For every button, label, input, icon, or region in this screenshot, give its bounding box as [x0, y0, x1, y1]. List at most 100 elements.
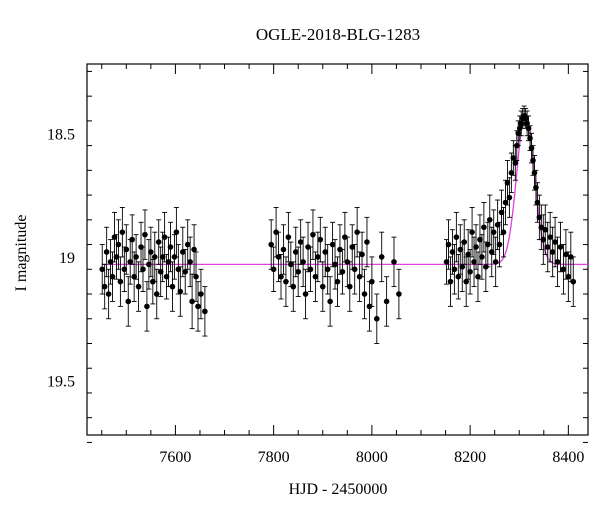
data-point — [165, 259, 172, 265]
data-point — [461, 239, 468, 245]
data-point — [512, 160, 519, 166]
data-point — [131, 273, 137, 280]
plot-frame — [86, 63, 589, 436]
data-point — [280, 246, 287, 253]
data-point — [481, 224, 487, 231]
x-tick-label: 7800 — [258, 449, 290, 466]
data-point — [522, 115, 529, 122]
data-point — [302, 291, 309, 297]
data-point — [113, 254, 120, 260]
data-point — [317, 236, 324, 243]
data-point — [475, 273, 481, 280]
data-point — [140, 266, 146, 273]
data-point — [447, 278, 454, 285]
data-point — [557, 244, 564, 250]
data-point — [570, 278, 577, 285]
data-point — [99, 266, 106, 273]
data-point — [115, 241, 122, 248]
data-point — [534, 199, 541, 206]
data-point — [530, 157, 536, 164]
data-point — [288, 261, 294, 268]
x-axis-label: HJD - 2450000 — [289, 481, 388, 498]
data-point — [477, 236, 483, 243]
data-point — [443, 259, 450, 265]
data-point — [129, 236, 135, 243]
data-point — [359, 251, 365, 258]
data-point — [184, 241, 191, 248]
data-point — [533, 184, 539, 191]
data-point — [565, 273, 572, 280]
data-point — [135, 283, 142, 290]
data-point — [324, 266, 331, 273]
data-point — [518, 120, 524, 127]
data-point — [536, 214, 543, 221]
data-point — [502, 199, 509, 206]
data-point — [319, 283, 326, 290]
y-tick-label: 19 — [59, 250, 75, 267]
data-point — [315, 254, 321, 260]
data-point — [187, 259, 193, 265]
data-point — [346, 283, 353, 290]
data-point — [292, 249, 299, 255]
data-point — [329, 241, 336, 248]
data-point — [351, 266, 358, 273]
data-point — [560, 266, 567, 273]
data-point — [500, 229, 507, 235]
data-point — [310, 231, 316, 238]
data-point — [270, 266, 277, 273]
data-point — [327, 298, 333, 305]
data-point — [528, 145, 535, 151]
data-point — [167, 244, 174, 250]
data-point — [525, 125, 532, 132]
data-point — [339, 268, 346, 275]
data-point — [391, 259, 397, 265]
data-point — [334, 278, 341, 285]
data-point — [364, 239, 370, 245]
y-tick-label: 18.5 — [47, 126, 75, 143]
data-point — [195, 303, 201, 310]
data-point — [332, 261, 338, 268]
data-point — [496, 241, 503, 248]
data-point — [547, 234, 553, 240]
data-point — [457, 246, 464, 253]
data-point — [283, 278, 289, 285]
data-point — [369, 278, 375, 285]
chart-title: OGLE-2018-BLG-1283 — [256, 25, 420, 44]
data-point — [127, 259, 134, 265]
data-point — [123, 246, 130, 253]
data-point — [189, 298, 195, 305]
data-point — [133, 254, 139, 260]
data-point — [544, 244, 551, 250]
data-point — [161, 234, 168, 240]
data-point — [451, 266, 458, 273]
data-point — [275, 254, 282, 260]
data-point — [488, 249, 495, 255]
data-point — [117, 278, 124, 285]
data-point — [473, 244, 479, 250]
data-point — [155, 239, 162, 245]
data-point — [111, 234, 118, 240]
data-point — [278, 273, 284, 280]
data-point — [463, 278, 469, 285]
y-tick-label: 19.5 — [47, 374, 75, 391]
data-point — [349, 244, 356, 250]
x-tick-label: 7600 — [159, 449, 191, 466]
data-point — [552, 239, 558, 245]
data-point — [453, 234, 460, 240]
y-axis-label: I magnitude — [13, 215, 30, 292]
x-tick-label: 8200 — [454, 449, 486, 466]
data-point — [445, 241, 452, 248]
data-point — [103, 249, 110, 255]
data-point — [202, 308, 208, 315]
data-point — [119, 229, 126, 235]
data-point — [179, 249, 186, 255]
data-point — [182, 268, 189, 275]
data-point — [498, 209, 505, 216]
data-point — [465, 251, 471, 258]
data-point — [163, 273, 170, 280]
data-point — [198, 291, 204, 297]
data-point — [361, 291, 368, 297]
data-point — [295, 268, 302, 275]
data-point — [268, 241, 274, 248]
